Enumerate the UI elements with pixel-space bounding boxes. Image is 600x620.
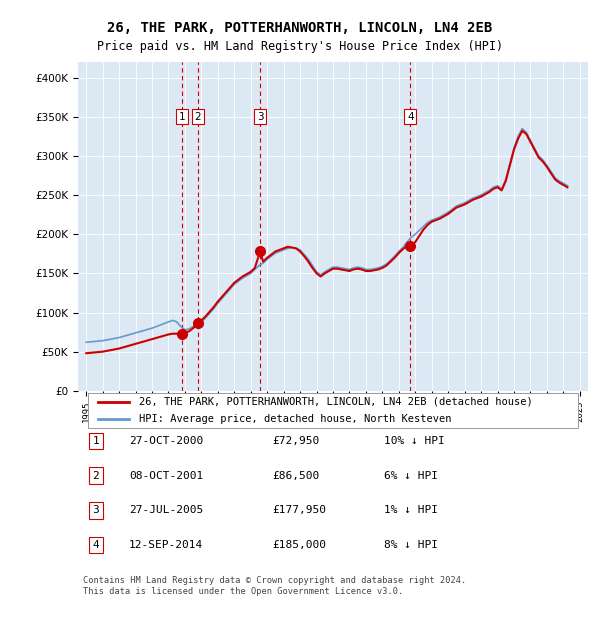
Text: 1: 1 (179, 112, 185, 122)
Text: £185,000: £185,000 (272, 540, 326, 550)
Text: 26, THE PARK, POTTERHANWORTH, LINCOLN, LN4 2EB: 26, THE PARK, POTTERHANWORTH, LINCOLN, L… (107, 21, 493, 35)
Text: Contains HM Land Registry data © Crown copyright and database right 2024.
This d: Contains HM Land Registry data © Crown c… (83, 577, 466, 596)
Text: 1% ↓ HPI: 1% ↓ HPI (384, 505, 438, 515)
Text: 2: 2 (92, 471, 99, 480)
FancyBboxPatch shape (88, 392, 578, 428)
Text: 3: 3 (92, 505, 99, 515)
Text: 3: 3 (257, 112, 263, 122)
Text: 26, THE PARK, POTTERHANWORTH, LINCOLN, LN4 2EB (detached house): 26, THE PARK, POTTERHANWORTH, LINCOLN, L… (139, 397, 533, 407)
Text: HPI: Average price, detached house, North Kesteven: HPI: Average price, detached house, Nort… (139, 414, 452, 424)
Text: 12-SEP-2014: 12-SEP-2014 (129, 540, 203, 550)
Text: 27-OCT-2000: 27-OCT-2000 (129, 436, 203, 446)
Text: 27-JUL-2005: 27-JUL-2005 (129, 505, 203, 515)
Text: £177,950: £177,950 (272, 505, 326, 515)
Text: £86,500: £86,500 (272, 471, 319, 480)
Text: 08-OCT-2001: 08-OCT-2001 (129, 471, 203, 480)
Text: £72,950: £72,950 (272, 436, 319, 446)
Text: 2: 2 (194, 112, 201, 122)
Text: 8% ↓ HPI: 8% ↓ HPI (384, 540, 438, 550)
Text: 1: 1 (92, 436, 99, 446)
Text: 10% ↓ HPI: 10% ↓ HPI (384, 436, 445, 446)
Text: 6% ↓ HPI: 6% ↓ HPI (384, 471, 438, 480)
Text: 4: 4 (92, 540, 99, 550)
Text: 4: 4 (407, 112, 413, 122)
Text: Price paid vs. HM Land Registry's House Price Index (HPI): Price paid vs. HM Land Registry's House … (97, 40, 503, 53)
